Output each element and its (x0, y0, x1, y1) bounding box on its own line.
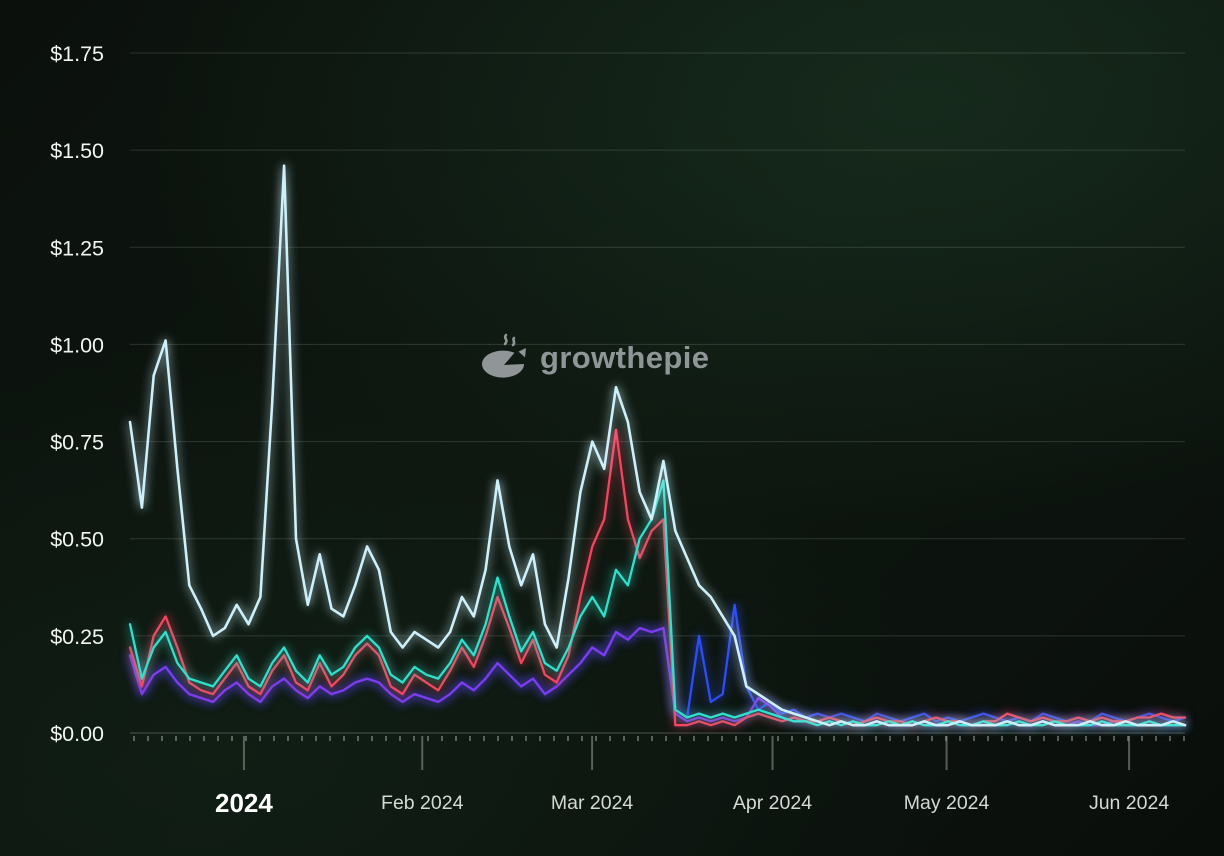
x-axis-label-Jun-2024: Jun 2024 (1089, 792, 1169, 814)
series-pale-blue-line (128, 164, 1187, 727)
series-teal-line (128, 479, 1187, 727)
y-axis-label-$1.00: $1.00 (50, 333, 104, 357)
wordmark-grow: grow (540, 340, 616, 375)
growthepie-watermark: grow the pie (478, 332, 709, 384)
y-axis-label-$0.25: $0.25 (50, 625, 104, 649)
y-axis-label-$0.75: $0.75 (50, 431, 104, 455)
x-axis-label-Apr-2024: Apr 2024 (733, 792, 812, 814)
y-axis-label-$0.00: $0.00 (50, 722, 104, 746)
y-axis-label-$1.25: $1.25 (50, 236, 104, 260)
y-axis-label-$1.75: $1.75 (50, 42, 104, 66)
wordmark-pie: pie (663, 340, 710, 375)
y-axis-label-$0.50: $0.50 (50, 528, 104, 552)
x-axis-label-Mar-2024: Mar 2024 (551, 792, 634, 814)
series-red-line (128, 428, 1187, 727)
x-axis-label-Feb-2024: Feb 2024 (381, 792, 464, 814)
growthepie-wordmark: grow the pie (540, 340, 709, 376)
y-axis-label-$1.50: $1.50 (50, 139, 104, 163)
growthepie-logo-icon (482, 333, 526, 378)
x-axis-label-2024: 2024 (215, 788, 273, 818)
wordmark-the: the (615, 340, 664, 375)
x-axis-label-May-2024: May 2024 (904, 792, 990, 814)
series-purple-line (128, 626, 1187, 727)
